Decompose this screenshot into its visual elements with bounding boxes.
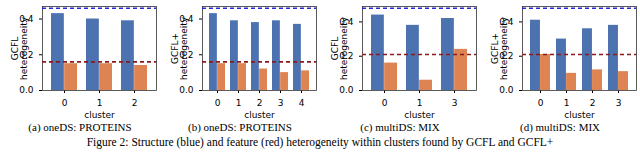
svg-text:0: 0 bbox=[62, 98, 68, 108]
svg-text:cluster: cluster bbox=[404, 110, 435, 120]
svg-text:2: 2 bbox=[132, 98, 138, 108]
svg-text:1: 1 bbox=[236, 98, 242, 108]
svg-text:3: 3 bbox=[278, 98, 284, 108]
svg-text:0: 0 bbox=[538, 98, 544, 108]
svg-text:3: 3 bbox=[452, 98, 458, 108]
svg-text:1: 1 bbox=[417, 98, 423, 108]
svg-text:GCFL+heterogeneity: GCFL+heterogeneity bbox=[490, 16, 509, 80]
svg-text:cluster: cluster bbox=[84, 110, 115, 120]
svg-text:2: 2 bbox=[590, 98, 596, 108]
html-text:(d) multiDS: MIX: (d) multiDS: MIX bbox=[520, 121, 600, 133]
svg-text:0: 0 bbox=[215, 98, 221, 108]
svg-text:1: 1 bbox=[97, 98, 103, 108]
html-text:(c) multiDS: MIX: (c) multiDS: MIX bbox=[360, 121, 440, 133]
svg-text:0.0: 0.0 bbox=[179, 85, 194, 95]
svg-text:GCFLheterogeneity: GCFLheterogeneity bbox=[330, 16, 349, 80]
html-text:(b) oneDS: PROTEINS: (b) oneDS: PROTEINS bbox=[188, 121, 292, 133]
html-text:Figure 2: Structure (blue) and: Figure 2: Structure (blue) and feature (… bbox=[86, 136, 554, 148]
svg-text:3: 3 bbox=[616, 98, 622, 108]
svg-text:4: 4 bbox=[299, 98, 305, 108]
svg-text:cluster: cluster bbox=[564, 110, 595, 120]
html-text:(a) oneDS: PROTEINS: (a) oneDS: PROTEINS bbox=[28, 121, 132, 133]
svg-text:GCFLheterogeneity: GCFLheterogeneity bbox=[10, 16, 29, 80]
svg-text:0: 0 bbox=[382, 98, 388, 108]
svg-text:0.0: 0.0 bbox=[499, 85, 514, 95]
svg-text:2: 2 bbox=[257, 98, 263, 108]
svg-text:0.0: 0.0 bbox=[19, 85, 34, 95]
svg-text:0.0: 0.0 bbox=[339, 85, 354, 95]
svg-text:cluster: cluster bbox=[244, 110, 275, 120]
svg-text:1: 1 bbox=[564, 98, 570, 108]
svg-text:GCFL+heterogeneity: GCFL+heterogeneity bbox=[170, 16, 189, 80]
